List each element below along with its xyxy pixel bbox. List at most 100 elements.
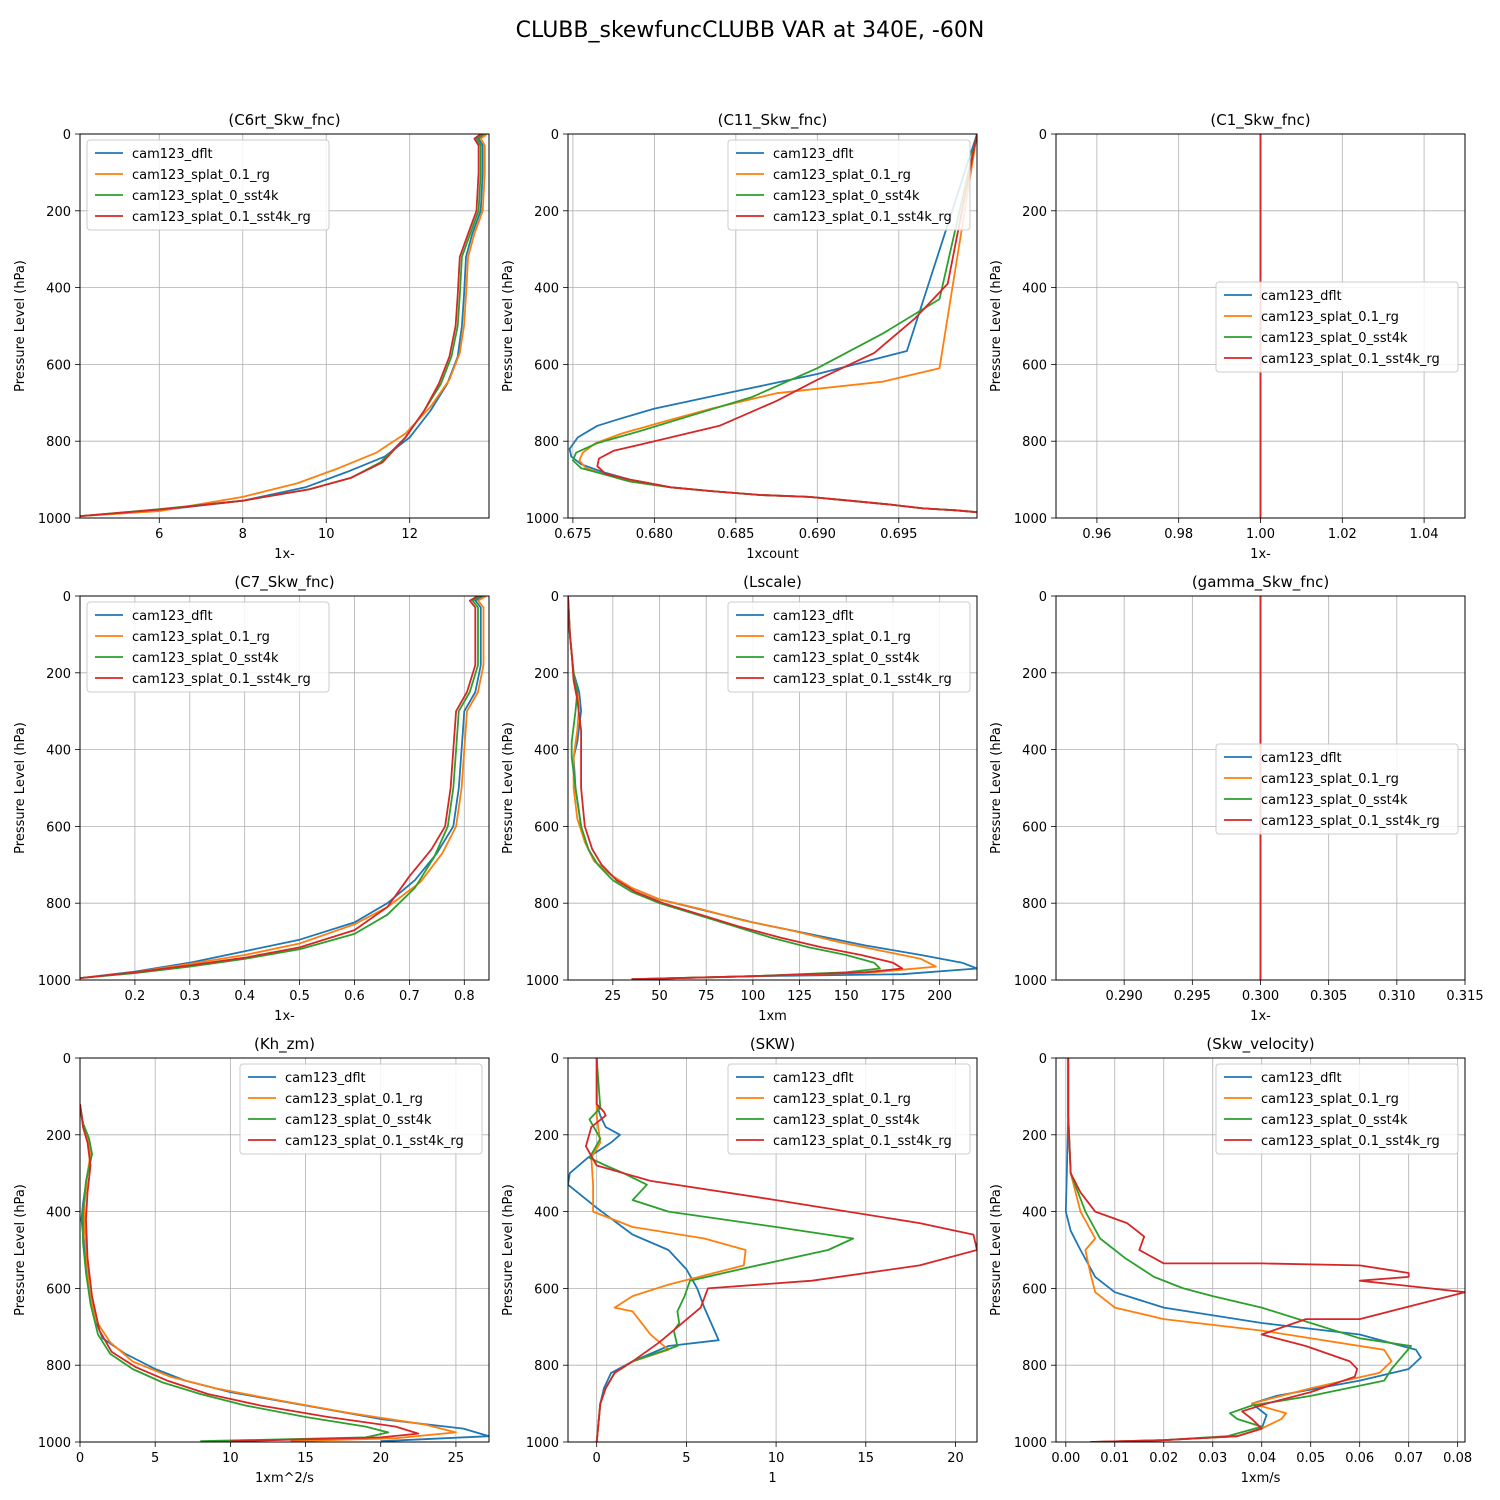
y-tick-label: 600	[534, 1282, 559, 1297]
y-tick-label: 1000	[38, 1436, 71, 1451]
x-tick-label: 0.3	[179, 989, 200, 1004]
y-tick-label: 1000	[1014, 512, 1047, 527]
y-tick-label: 0	[63, 590, 71, 605]
x-axis-label: 1xm/s	[1241, 1471, 1281, 1486]
series-line-cam123_splat_0.1_sst4k_rg	[1067, 1058, 1465, 1442]
chart-title: (C6rt_Skw_fnc)	[228, 111, 340, 130]
legend: cam123_dflt cam123_splat_0.1_rg cam123_spl…	[727, 139, 971, 231]
y-tick-label: 800	[534, 897, 559, 912]
x-axis-label: 1x-	[1250, 1009, 1271, 1024]
legend-entry: cam123_splat_0_sst4k	[773, 651, 920, 666]
x-tick-label: 0.00	[1051, 1451, 1080, 1466]
x-tick-label: 0	[593, 1451, 601, 1466]
legend-entry: cam123_splat_0_sst4k	[1261, 793, 1408, 808]
x-tick-label: 25	[605, 989, 622, 1004]
x-tick-label: 1.00	[1246, 527, 1275, 542]
y-tick-label: 1000	[1014, 1436, 1047, 1451]
x-axis-label: 1x-	[274, 1009, 295, 1024]
x-tick-label: 20	[372, 1451, 389, 1466]
chart-title: (C11_Skw_fnc)	[718, 111, 828, 130]
y-tick-label: 600	[534, 358, 559, 373]
series-line-cam123_splat_0.1_sst4k_rg	[80, 596, 479, 979]
legend-entry: cam123_splat_0.1_rg	[773, 1092, 911, 1107]
y-tick-label: 400	[1022, 744, 1047, 759]
chart-panel-6: 0.290 0.295 0.300 0.305 0.310 0.315 0 200 400 600…	[989, 573, 1484, 1024]
series-line-cam123_splat_0.1_sst4k_rg	[568, 596, 904, 980]
legend: cam123_dflt cam123_splat_0.1_rg cam123_spl…	[727, 1063, 971, 1155]
legend-entry: cam123_splat_0_sst4k	[1261, 1113, 1408, 1128]
legend-entry: cam123_splat_0.1_sst4k_rg	[1261, 352, 1440, 367]
y-tick-label: 0	[551, 1052, 559, 1067]
y-tick-label: 200	[46, 205, 71, 220]
chart-title: (gamma_Skw_fnc)	[1192, 573, 1329, 592]
x-tick-label: 100	[740, 989, 765, 1004]
plot-frame	[567, 1057, 978, 1443]
chart-title: (Skw_velocity)	[1206, 1035, 1314, 1054]
x-tick-label: 10	[768, 1451, 785, 1466]
legend: cam123_dflt cam123_splat_0.1_rg cam123_spl…	[86, 601, 330, 693]
x-tick-label: 0.685	[717, 527, 754, 542]
x-tick-label: 0.02	[1149, 1451, 1178, 1466]
x-tick-label: 0.300	[1242, 989, 1279, 1004]
y-axis-label: Pressure Level (hPa)	[13, 1184, 28, 1316]
x-tick-label: 0.295	[1174, 989, 1211, 1004]
chart-title: (Lscale)	[743, 573, 802, 591]
legend-entry: cam123_splat_0.1_rg	[1261, 310, 1399, 325]
x-tick-label: 6	[155, 527, 163, 542]
x-tick-label: 75	[698, 989, 715, 1004]
legend-entry: cam123_dflt	[132, 609, 213, 624]
x-tick-label: 0.98	[1164, 527, 1193, 542]
y-axis-label: Pressure Level (hPa)	[501, 260, 516, 392]
plot-frame	[79, 1057, 490, 1443]
x-tick-label: 200	[927, 989, 952, 1004]
x-tick-label: 15	[297, 1451, 314, 1466]
y-tick-label: 800	[534, 1359, 559, 1374]
legend: cam123_dflt cam123_splat_0.1_rg cam123_spl…	[1215, 281, 1459, 373]
series-line-cam123_splat_0_sst4k	[80, 596, 482, 979]
y-tick-label: 800	[1022, 1359, 1047, 1374]
y-tick-label: 400	[46, 1206, 71, 1221]
x-tick-label: 0.690	[799, 527, 836, 542]
legend: cam123_dflt cam123_splat_0.1_rg cam123_spl…	[239, 1063, 483, 1155]
y-tick-label: 400	[46, 282, 71, 297]
y-tick-label: 600	[1022, 1282, 1047, 1297]
x-tick-label: 150	[834, 989, 859, 1004]
x-tick-label: 5	[151, 1451, 159, 1466]
legend-entry: cam123_dflt	[773, 147, 854, 162]
y-tick-label: 1000	[38, 512, 71, 527]
series-line-cam123_splat_0.1_sst4k_rg	[80, 1103, 420, 1442]
series-line-cam123_splat_0.1_sst4k_rg	[596, 134, 977, 514]
series-line-cam123_dflt	[80, 596, 484, 979]
x-tick-label: 15	[858, 1451, 875, 1466]
legend-entry: cam123_splat_0.1_rg	[1261, 1092, 1399, 1107]
series-line-cam123_splat_0.1_rg	[80, 134, 488, 517]
y-tick-label: 600	[46, 820, 71, 835]
x-tick-label: 0.7	[399, 989, 420, 1004]
x-axis-label: 1x-	[274, 547, 295, 562]
series-line-cam123_splat_0.1_rg	[80, 596, 487, 979]
x-tick-label: 175	[881, 989, 906, 1004]
chart-panel-5: 25 50 75 100 125 150 175 200 0 200 400 600 800 1000 (L…	[501, 573, 978, 1024]
y-tick-label: 200	[46, 1129, 71, 1144]
legend-box	[1215, 281, 1459, 373]
x-tick-label: 8	[239, 527, 247, 542]
y-tick-label: 0	[1039, 590, 1047, 605]
plot-frame	[567, 595, 978, 981]
y-tick-label: 800	[46, 435, 71, 450]
series-line-cam123_splat_0_sst4k	[568, 596, 881, 980]
chart-panel-2: 0.675 0.680 0.685 0.690 0.695 0 200 400 600 800 10…	[501, 111, 978, 562]
legend-entry: cam123_splat_0.1_sst4k_rg	[773, 1134, 952, 1149]
chart-title: (C1_Skw_fnc)	[1210, 111, 1310, 130]
x-tick-label: 0.96	[1082, 527, 1111, 542]
x-tick-label: 0.03	[1198, 1451, 1227, 1466]
y-tick-label: 0	[1039, 128, 1047, 143]
y-tick-label: 200	[1022, 205, 1047, 220]
y-tick-label: 200	[1022, 667, 1047, 682]
legend-box	[86, 601, 330, 693]
y-tick-label: 600	[1022, 820, 1047, 835]
legend-box	[1215, 743, 1459, 835]
x-tick-label: 0.695	[880, 527, 917, 542]
legend-entry: cam123_dflt	[1261, 289, 1342, 304]
y-tick-label: 600	[534, 820, 559, 835]
